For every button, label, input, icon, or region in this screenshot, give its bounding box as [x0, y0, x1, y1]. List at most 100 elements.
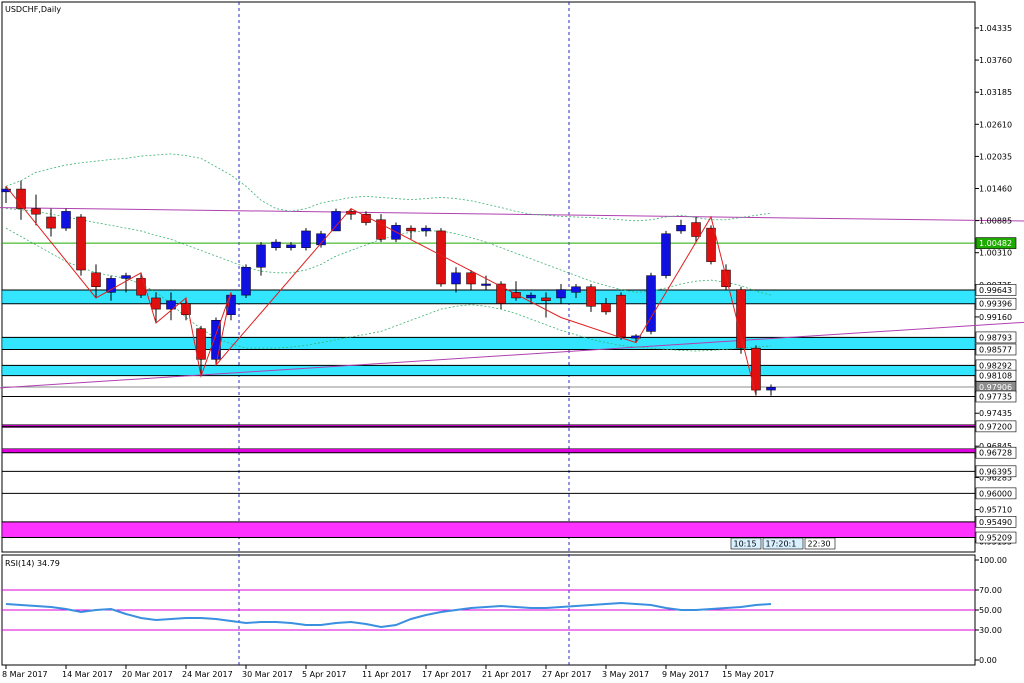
- candle-17: [256, 242, 266, 276]
- main-price-pane: [1, 1, 976, 553]
- candle-4: [61, 208, 71, 231]
- candle-body-46: [691, 222, 701, 237]
- rsi-line: [5, 601, 772, 629]
- price-level-label-8: 0.97735: [975, 390, 1017, 403]
- candle-body-32: [481, 283, 491, 286]
- candle-body-14: [211, 320, 221, 360]
- trendline-0: [0, 207, 1024, 222]
- price-level-label-4: 0.98577: [975, 343, 1017, 356]
- price-level-label-box-0: [975, 237, 1017, 249]
- candle-body-31: [466, 272, 476, 285]
- candle-body-2: [31, 208, 41, 215]
- time-box-2: 22:30: [804, 537, 836, 550]
- price-level-label-text-0: 1.00482: [979, 239, 1012, 248]
- candle-body-16: [241, 266, 251, 296]
- candle-body-33: [496, 283, 506, 304]
- price-tick-label-12: 0.97435: [979, 409, 1012, 418]
- candle-19: [286, 242, 296, 251]
- candle-32: [481, 275, 491, 290]
- zone-4: [1, 448, 976, 453]
- price-level-label-2: 0.99396: [975, 297, 1017, 310]
- candle-body-7: [106, 278, 116, 293]
- candle-31: [466, 270, 476, 290]
- candle-body-44: [661, 233, 671, 276]
- zigzag-indicator: [5, 185, 757, 396]
- price-level-label-text-2: 0.99396: [979, 300, 1012, 309]
- candle-10: [151, 292, 161, 324]
- price-level-label-11: 0.96395: [975, 465, 1017, 478]
- price-level-label-box-12: [975, 487, 1017, 500]
- candle-body-18: [271, 241, 281, 248]
- time-tick-label-3: 24 Mar 2017: [182, 670, 233, 679]
- candle-body-40: [601, 303, 611, 313]
- rsi-tick-label-1: 70.00: [979, 586, 1002, 595]
- candle-14: [211, 317, 221, 365]
- price-tick-label-1: 1.03760: [979, 56, 1012, 65]
- price-level-label-text-8: 0.97735: [979, 392, 1012, 401]
- price-level-label-12: 0.96000: [975, 487, 1017, 500]
- time-box-1: 17:20:1: [762, 537, 804, 550]
- candle-2: [31, 194, 41, 226]
- rsi-label: RSI(14) 34.79: [5, 559, 60, 568]
- price-tick-label-13: 0.96845: [979, 442, 1012, 451]
- candle-46: [691, 216, 701, 243]
- bollinger-upper: [5, 153, 772, 222]
- candle-body-47: [706, 227, 716, 262]
- price-level-label-14: 0.95209: [975, 531, 1017, 544]
- price-level-label-1: 0.99643: [975, 284, 1017, 296]
- rsi-indicator: 100.00 70.00 50.00 30.00 0.00: [2, 556, 1007, 665]
- candle-body-22: [331, 211, 341, 232]
- candle-body-25: [376, 219, 386, 240]
- candle-body-8: [121, 275, 131, 279]
- trendlines: [0, 207, 1024, 389]
- candle-41: [616, 292, 626, 340]
- candle-body-17: [256, 244, 266, 268]
- candle-0: [1, 186, 11, 204]
- time-tick-label-7: 17 Apr 2017: [422, 670, 471, 679]
- price-level-label-text-1: 0.99643: [979, 286, 1012, 295]
- candle-16: [241, 264, 251, 298]
- price-level-label-box-2: [975, 297, 1017, 310]
- price-tick-label-5: 1.01460: [979, 184, 1012, 193]
- candle-36: [541, 292, 551, 318]
- candle-50: [751, 345, 761, 396]
- candle-body-36: [541, 297, 551, 301]
- candle-body-21: [316, 233, 326, 246]
- candle-49: [736, 286, 746, 354]
- candle-6: [91, 264, 101, 298]
- price-level-label-3: 0.98793: [975, 331, 1017, 344]
- candle-51: [766, 384, 776, 396]
- candle-body-35: [526, 294, 536, 299]
- price-level-label-box-3: [975, 331, 1017, 344]
- candle-42: [631, 334, 641, 343]
- candle-body-51: [766, 387, 776, 391]
- time-tick-label-5: 5 Apr 2017: [302, 670, 346, 679]
- time-tick-label-1: 14 Mar 2017: [62, 670, 113, 679]
- candle-body-43: [646, 275, 656, 332]
- candle-43: [646, 272, 656, 335]
- candle-8: [121, 272, 131, 293]
- candle-38: [571, 283, 581, 298]
- price-tick-label-4: 1.02035: [979, 152, 1012, 161]
- rsi-tick-label-4: 0.00: [979, 656, 997, 665]
- candle-body-49: [736, 289, 746, 349]
- rsi-tick-label-2: 50.00: [979, 606, 1002, 615]
- price-level-labels: 1.00482 0.99643 0.99396 0.98793 0.98577 0.982…: [975, 237, 1017, 544]
- price-tick-label-6: 1.00885: [979, 217, 1012, 226]
- price-level-label-box-8: [975, 390, 1017, 403]
- chart-title: USDCHF,Daily: [5, 5, 61, 14]
- time-tick-label-11: 9 May 2017: [662, 670, 709, 679]
- candle-47: [706, 225, 716, 265]
- candle-body-13: [196, 328, 206, 360]
- time-axis: 8 Mar 2017 14 Mar 2017 20 Mar 2017 24 Mar 2…: [2, 665, 774, 679]
- candle-body-10: [151, 297, 161, 310]
- price-level-label-text-13: 0.95490: [979, 518, 1012, 527]
- candle-body-34: [511, 292, 521, 299]
- zone-5: [1, 521, 976, 538]
- candle-40: [601, 297, 611, 315]
- price-level-label-text-4: 0.98577: [979, 345, 1012, 354]
- bollinger-lower: [5, 227, 772, 352]
- candle-body-23: [346, 211, 356, 215]
- candle-39: [586, 283, 596, 312]
